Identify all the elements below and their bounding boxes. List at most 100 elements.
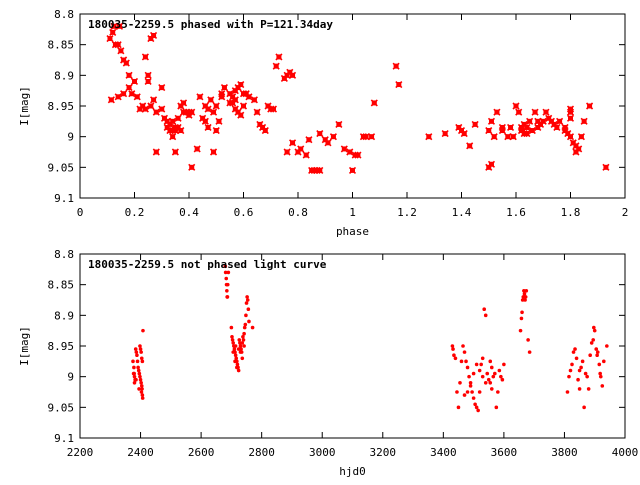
data-point [132,374,137,379]
y-tick-label: 8.95 [48,340,75,353]
data-point [275,53,283,61]
data-point [471,371,476,376]
x-tick-label: 1.4 [452,206,472,219]
data-point [225,289,229,293]
data-point [471,120,479,128]
y-tick-label: 9.05 [48,401,75,414]
data-point [243,322,248,327]
data-point [515,108,523,116]
data-point [595,353,599,358]
data-point [324,139,332,147]
data-point [586,387,591,391]
x-tick-label: 3400 [430,446,457,459]
x-axis-label: hjd0 [339,465,366,478]
data-point [179,99,188,107]
data-point [594,347,599,351]
data-point [134,377,138,382]
y-tick-label: 8.95 [48,100,75,113]
data-point [139,381,143,385]
y-tick-label: 8.85 [48,39,75,52]
data-point [240,341,245,345]
data-point [131,359,135,364]
data-point [245,93,253,101]
data-point [150,31,158,40]
data-point [242,344,246,348]
data-point [392,62,400,70]
data-point [473,402,477,407]
data-point [110,22,118,30]
data-point [561,123,569,132]
data-point [204,123,212,132]
data-point [577,133,585,141]
data-point [218,93,226,101]
data-point [215,117,223,125]
data-point [316,130,324,138]
data-point [137,371,142,376]
data-point [592,325,596,330]
data-point [500,377,505,382]
data-point [109,28,117,36]
data-point [575,145,583,153]
data-point [534,123,542,132]
data-point [125,84,133,92]
data-point [158,105,166,113]
data-point [230,335,234,339]
data-point [499,374,503,379]
data-point [574,356,579,361]
data-point [602,163,610,171]
data-point [570,362,574,367]
data-point [462,393,467,397]
data-point [133,93,141,101]
data-point [235,362,240,367]
data-point [132,381,137,385]
data-point [527,350,532,354]
data-point [240,356,245,361]
data-point [247,319,251,324]
data-point [522,292,527,296]
data-point [245,295,249,299]
x-tick-label: 2 [622,206,629,219]
data-point [528,126,536,135]
data-point [140,393,145,397]
data-point [169,117,177,125]
data-point [131,371,136,376]
data-point [566,133,575,141]
data-point [245,298,250,302]
data-point [250,325,255,330]
y-tick-label: 9 [67,371,74,384]
data-point [488,359,493,364]
data-point [223,264,228,269]
data-point [470,390,474,394]
data-point [458,381,462,385]
data-point [114,93,122,101]
data-point [490,133,498,141]
data-point [207,96,215,104]
data-point [122,59,130,67]
data-point [201,117,209,125]
data-point [464,359,468,364]
data-point [502,362,506,367]
x-tick-label: 2600 [188,446,215,459]
data-point [582,405,586,410]
data-point [138,344,142,348]
data-point [348,166,357,174]
y-tick-label: 8.8 [54,248,74,261]
data-point [136,365,140,370]
data-point [225,295,230,299]
data-point [134,350,139,354]
data-point [230,338,235,342]
data-point [128,90,136,98]
x-tick-label: 1 [349,206,356,219]
data-point [477,390,482,394]
data-point [140,387,144,391]
data-point [485,126,493,135]
x-axis-label: phase [336,225,369,238]
data-point [158,84,166,92]
chart-unphased: 2200 2400 2600 2800 3000 3200 3400 3600 3800 4000… [18,248,638,478]
data-point [139,384,144,388]
data-point [302,151,310,159]
data-point [305,136,313,144]
data-point [465,365,470,370]
data-point [370,99,378,107]
data-point [253,108,261,116]
